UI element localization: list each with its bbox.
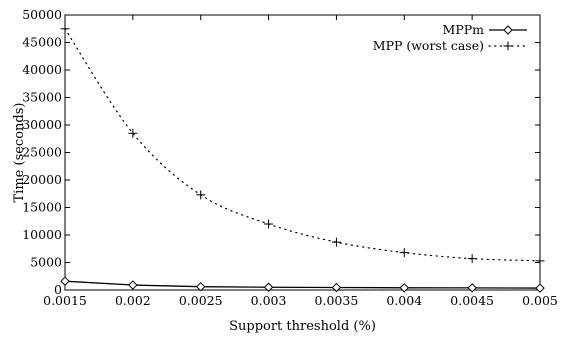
diamond-marker [263, 282, 274, 292]
y-tick-label: 25000 [22, 145, 62, 160]
x-tick-label: 0.004 [386, 293, 422, 308]
plus-marker [467, 254, 477, 264]
plus-marker [331, 237, 341, 247]
x-tick-label: 0.005 [522, 293, 558, 308]
diamond-marker [60, 276, 70, 286]
series-line-solid [64, 280, 541, 289]
x-tick-label: 0.0045 [450, 293, 494, 308]
tick-marks [64, 14, 541, 291]
y-tick-label: 45000 [22, 35, 62, 50]
y-tick-label: 10000 [22, 227, 62, 242]
series-line-dotted [64, 28, 541, 262]
x-tick-label: 0.0025 [179, 293, 223, 308]
series-1 [60, 24, 545, 266]
plus-marker [535, 256, 545, 266]
diamond-marker [196, 281, 206, 292]
diamond-marker [467, 283, 477, 293]
diamond-marker [535, 283, 545, 293]
y-tick-label: 5000 [30, 255, 62, 270]
y-tick-label: 15000 [22, 200, 62, 215]
x-tick-labels: 0.0015 0.002 0.0025 0.003 0.0035 0.004 0.0045 0… [43, 293, 558, 308]
y-tick-label: 40000 [22, 62, 62, 77]
series-layer [60, 24, 545, 293]
x-tick-label: 0.0035 [315, 293, 359, 308]
x-tick-label: 0.002 [115, 293, 151, 308]
y-tick-label: 20000 [22, 172, 62, 187]
plot-border [64, 14, 541, 291]
series-0 [60, 276, 545, 293]
plot-frame [64, 14, 541, 291]
y-tick-label: 30000 [22, 117, 62, 132]
legend-label: MPP (worst case) [373, 38, 484, 53]
plus-marker [128, 128, 138, 138]
diamond-marker [503, 25, 513, 35]
x-tick-label: 0.0015 [43, 293, 87, 308]
x-axis-label: Support threshold (%) [229, 319, 376, 334]
legend-label: MPPm [443, 22, 485, 37]
plus-marker [60, 24, 70, 34]
y-axis-label: Time (seconds) [12, 103, 27, 203]
plus-marker [399, 248, 409, 258]
y-tick-label: 0 [54, 282, 62, 297]
diamond-marker [128, 280, 138, 290]
plus-marker [503, 41, 513, 51]
y-tick-labels: 0 5000 10000 15000 20000 25000 30000 35000 40000… [22, 7, 62, 297]
y-tick-label: 50000 [22, 7, 62, 22]
diamond-marker [331, 282, 342, 293]
plus-marker [196, 190, 206, 200]
plus-marker [264, 219, 274, 229]
x-tick-label: 0.003 [251, 293, 287, 308]
y-tick-label: 35000 [22, 90, 62, 105]
diamond-marker [399, 283, 409, 293]
